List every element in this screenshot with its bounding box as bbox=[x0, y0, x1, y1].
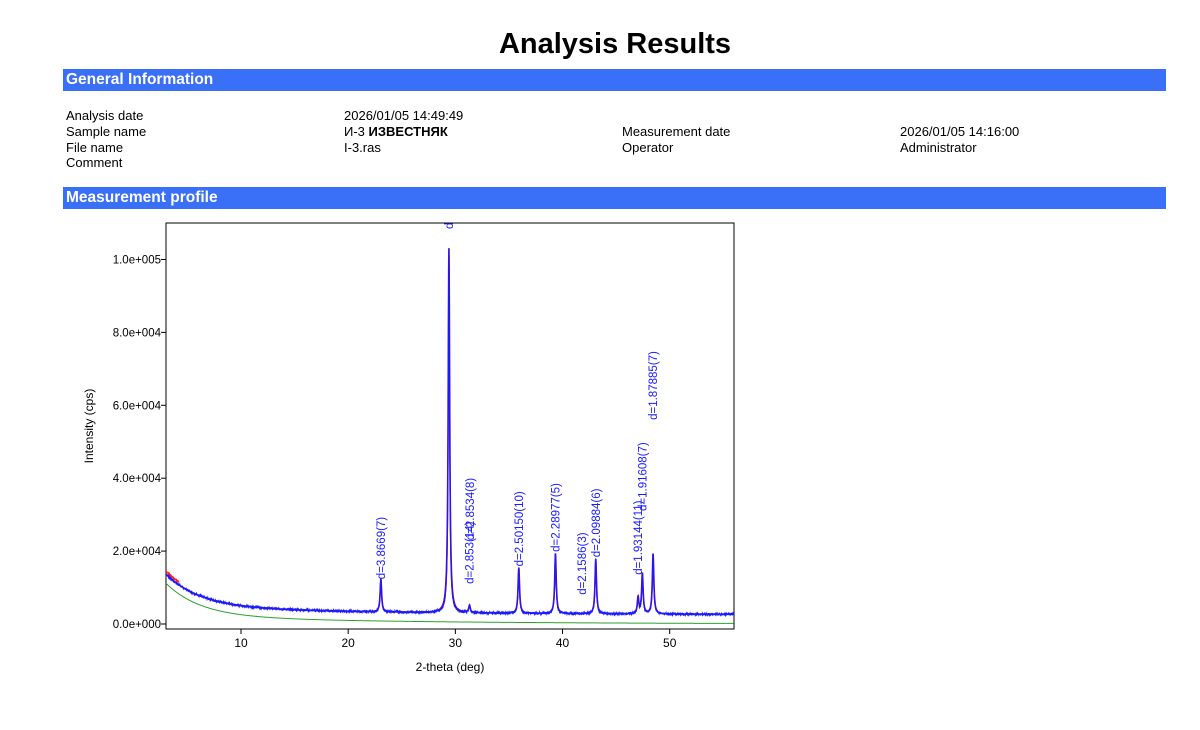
measurement-profile-chart: 0.0e+000 2.0e+004 4.0e+004 6.0e+004 8.0e+004… bbox=[82, 222, 735, 674]
measured-series bbox=[166, 248, 734, 618]
file-name-label: File name bbox=[66, 140, 124, 155]
measurement-date-label: Measurement date bbox=[622, 124, 731, 139]
low-angle-series bbox=[166, 570, 180, 584]
peak-label: d=2.50150(10) bbox=[514, 491, 526, 566]
y-tick-label: 8.0e+004 bbox=[113, 327, 162, 339]
sample-code: И-3 bbox=[344, 124, 365, 139]
y-tick-label: 4.0e+004 bbox=[113, 473, 162, 485]
peak-label: d=1.93144(11) bbox=[633, 500, 645, 574]
y-axis-label: Intensity (cps) bbox=[82, 389, 96, 464]
comment-label: Comment bbox=[66, 155, 123, 170]
x-tick-label: 10 bbox=[234, 636, 248, 650]
peak-label: d=1.91608(7) bbox=[637, 442, 649, 511]
file-name-value: I-3.ras bbox=[344, 140, 381, 155]
peak-label: d=3.8669(7) bbox=[376, 517, 388, 580]
peak-label: d=2.8534(8) bbox=[465, 478, 477, 541]
y-tick-label: 1.0e+005 bbox=[113, 254, 161, 266]
peak-label: d=2.28977(5) bbox=[551, 483, 563, 552]
y-tick-label: 2.0e+004 bbox=[113, 546, 162, 558]
section-header-profile: Measurement profile bbox=[63, 187, 1166, 209]
peak-label: d=2.1586(3) bbox=[577, 532, 589, 595]
x-tick-label: 40 bbox=[556, 636, 570, 650]
page-title: Analysis Results bbox=[498, 28, 732, 60]
y-tick-label: 6.0e+004 bbox=[113, 400, 162, 412]
background-line bbox=[166, 582, 734, 624]
peak-label: d=1.87885(7) bbox=[648, 351, 660, 420]
y-tick-label: 0.0e+000 bbox=[113, 619, 161, 631]
analysis-date-label: Analysis date bbox=[66, 108, 144, 123]
peak-label: d=2.09884(6) bbox=[591, 488, 603, 557]
section-header-general: General Information bbox=[63, 69, 1166, 91]
analysis-date-value: 2026/01/05 14:49:49 bbox=[344, 108, 464, 123]
x-tick-label: 50 bbox=[663, 636, 677, 650]
x-tick-label: 30 bbox=[449, 636, 463, 650]
peak-label: d=2.853(14) bbox=[465, 521, 477, 584]
x-axis-label: 2-theta (deg) bbox=[416, 660, 485, 674]
operator-label: Operator bbox=[622, 140, 674, 155]
measurement-date-value: 2026/01/05 14:16:00 bbox=[900, 124, 1020, 139]
operator-value: Administrator bbox=[900, 140, 977, 155]
sample-name-value: И-3 ИЗВЕСТНЯК bbox=[344, 124, 448, 140]
sample-name: ИЗВЕСТНЯК bbox=[368, 124, 448, 139]
peak-label: d bbox=[444, 223, 456, 229]
sample-name-label: Sample name bbox=[66, 124, 147, 139]
x-tick-label: 20 bbox=[342, 636, 356, 650]
